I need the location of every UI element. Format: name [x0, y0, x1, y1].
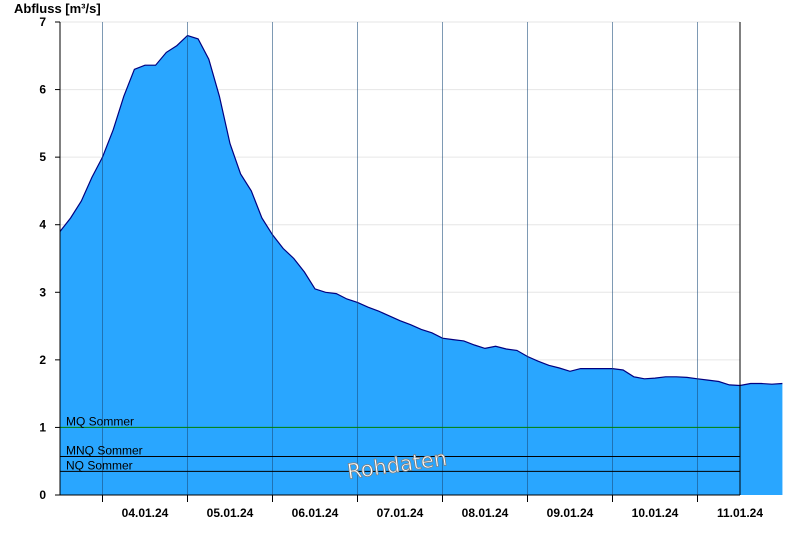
x-tick-label: 04.01.24 — [122, 506, 169, 520]
y-tick-label: 2 — [39, 353, 46, 367]
x-tick-label: 05.01.24 — [207, 506, 254, 520]
x-tick-label: 06.01.24 — [292, 506, 339, 520]
y-tick-label: 6 — [39, 83, 46, 97]
x-tick-label: 09.01.24 — [547, 506, 594, 520]
x-tick-label: 07.01.24 — [377, 506, 424, 520]
discharge-line — [59, 34, 783, 387]
y-tick-label: 4 — [39, 218, 46, 232]
y-tick-label: 7 — [39, 15, 46, 29]
y-tick-label: 5 — [39, 150, 46, 164]
y-axis-ticks: 0 1 2 3 4 5 6 7 — [39, 15, 60, 502]
y-tick-label: 0 — [39, 488, 46, 502]
reference-line-label: MQ Sommer — [66, 414, 134, 428]
x-tick-label: 08.01.24 — [462, 506, 509, 520]
axes — [59, 22, 741, 496]
y-axis-label: Abfluss [m³/s] — [14, 1, 101, 16]
day-divider-lines — [102, 22, 698, 495]
x-axis-ticks: 04.01.24 05.01.24 06.01.24 07.01.24 08.01.24… — [102, 495, 763, 520]
discharge-area — [60, 35, 783, 495]
y-tick-label: 3 — [39, 285, 46, 299]
x-tick-label: 11.01.24 — [717, 506, 763, 520]
reference-line-label: MNQ Sommer — [66, 443, 143, 457]
reference-line-label: NQ Sommer — [66, 458, 133, 472]
x-tick-label: 10.01.24 — [632, 506, 679, 520]
y-tick-label: 1 — [39, 420, 46, 434]
